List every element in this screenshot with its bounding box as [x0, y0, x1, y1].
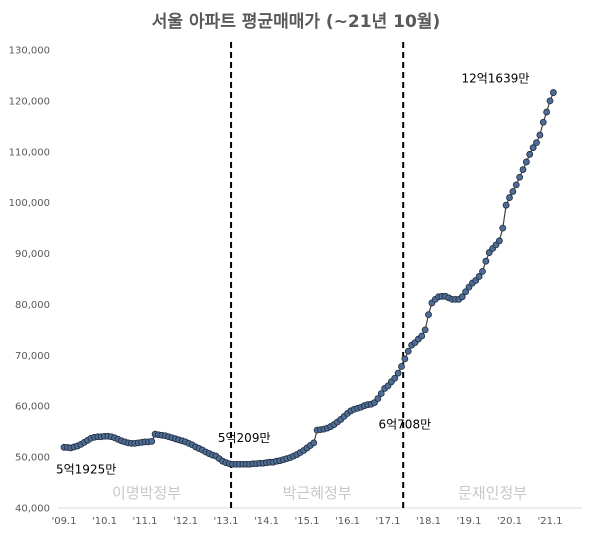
data-point	[377, 390, 385, 397]
data-point	[546, 97, 554, 105]
data-point	[148, 437, 156, 445]
y-tick-label: 40,000	[15, 504, 50, 515]
data-label: 5억1925만	[56, 462, 116, 476]
data-label: 12억1639만	[461, 72, 529, 86]
data-point	[401, 355, 409, 363]
series-line-group	[60, 89, 557, 468]
data-point	[539, 118, 547, 126]
data-point	[516, 173, 524, 181]
x-tick-label: '18.1	[416, 516, 441, 527]
data-point	[374, 395, 382, 402]
y-tick-label: 100,000	[9, 198, 50, 209]
x-tick-label: '10.1	[92, 516, 117, 527]
data-point	[502, 201, 510, 209]
x-tick-label: '09.1	[51, 516, 76, 527]
y-tick-label: 80,000	[15, 300, 50, 311]
era-label: 문재인정부	[458, 484, 527, 502]
data-point	[421, 326, 429, 334]
data-point	[404, 347, 412, 355]
era-dividers	[230, 42, 405, 508]
y-tick-label: 90,000	[15, 249, 50, 260]
data-point	[533, 139, 540, 147]
data-label: 5억209만	[218, 431, 271, 445]
data-point	[499, 224, 507, 232]
data-point	[509, 188, 517, 195]
x-tick-label: '12.1	[173, 516, 198, 527]
data-point	[398, 363, 405, 370]
y-tick-label: 110,000	[9, 147, 50, 158]
x-tick-label: '19.1	[456, 516, 481, 527]
data-point	[519, 166, 527, 173]
x-tick-label: '14.1	[254, 516, 279, 527]
data-point	[543, 108, 551, 116]
x-tick-label: '17.1	[375, 516, 400, 527]
data-point	[458, 293, 466, 301]
data-point	[462, 288, 470, 296]
y-tick-label: 60,000	[15, 402, 50, 413]
data-point	[522, 158, 530, 166]
data-point	[425, 311, 432, 319]
y-tick-label: 50,000	[15, 453, 50, 464]
data-point	[512, 181, 520, 189]
x-axis: '09.1 '10.1 '11.1 '12.1 '13.1 '14.1 '15.1 '16.1…	[51, 516, 562, 527]
data-label: 6억708만	[379, 418, 432, 432]
data-point	[506, 194, 513, 201]
data-point	[549, 89, 557, 96]
data-point	[529, 144, 537, 152]
data-point	[526, 150, 534, 158]
x-tick-label: '15.1	[294, 516, 319, 527]
era-label: 이명박정부	[112, 484, 181, 502]
x-tick-label: '20.1	[497, 516, 522, 527]
data-point	[391, 374, 399, 382]
era-labels: 이명박정부 박근혜정부 문재인정부	[112, 484, 527, 502]
data-point	[418, 332, 426, 340]
x-tick-label: '11.1	[132, 516, 157, 527]
data-point	[482, 257, 490, 265]
y-tick-label: 130,000	[9, 46, 50, 57]
x-tick-label: '13.1	[213, 516, 238, 527]
data-point	[536, 131, 544, 139]
y-axis: 40,000 50,000 60,000 70,000 80,000 90,000 100,…	[9, 46, 50, 515]
data-point	[479, 267, 486, 275]
data-point	[475, 273, 483, 280]
y-tick-label: 70,000	[15, 351, 50, 362]
plot-area: 40,000 50,000 60,000 70,000 80,000 90,000 100,…	[9, 42, 582, 527]
x-tick-label: '16.1	[335, 516, 360, 527]
data-point	[394, 369, 402, 377]
data-point	[310, 439, 318, 447]
data-point	[495, 237, 503, 245]
value-labels: 5억1925만 5억209만 6억708만 12억1639만	[56, 72, 529, 477]
chart-title: 서울 아파트 평균매매가 (~21년 10월)	[152, 12, 440, 32]
x-tick-label: '21.1	[537, 516, 562, 527]
era-label: 박근혜정부	[283, 484, 352, 502]
y-tick-label: 120,000	[9, 96, 50, 107]
